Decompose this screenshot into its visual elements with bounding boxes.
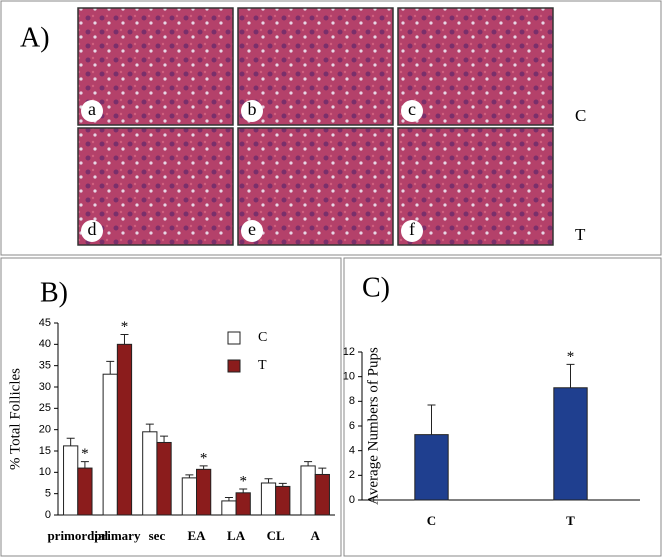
image-label: d <box>88 219 97 239</box>
micrograph <box>237 7 394 126</box>
y-tick-label: 40 <box>39 338 51 350</box>
y-tick-label: 30 <box>39 381 51 393</box>
bar <box>414 434 449 501</box>
x-tick-label: primary <box>94 528 141 543</box>
image-badge <box>81 220 103 242</box>
error-bar <box>278 482 287 487</box>
bar <box>196 468 212 516</box>
bar <box>275 485 291 516</box>
error-bar <box>160 435 169 443</box>
image-label: b <box>248 99 257 119</box>
y-tick-label: 25 <box>39 402 51 414</box>
panel-a-border <box>0 0 662 256</box>
y-tick-label: 10 <box>39 466 51 478</box>
bar <box>116 343 133 516</box>
y-axis-label: Average Numbers of Pups <box>365 347 381 505</box>
significance-mark: * <box>200 450 208 466</box>
bar <box>300 465 316 516</box>
error-bar <box>199 465 208 470</box>
y-tick-label: 35 <box>39 360 51 372</box>
significance-mark: * <box>121 319 129 335</box>
bar <box>63 445 79 516</box>
error-bar <box>566 363 575 388</box>
error-bar <box>239 488 248 493</box>
bar <box>77 467 93 516</box>
panel-label: B) <box>40 277 68 308</box>
image-label: f <box>409 219 415 239</box>
micrograph <box>77 7 234 126</box>
legend-swatch <box>227 359 241 373</box>
x-tick-label: sec <box>149 528 166 543</box>
row-label: T <box>575 225 586 244</box>
x-tick-label: C <box>427 513 436 528</box>
x-tick-label: LA <box>227 528 246 543</box>
y-tick-label: 12 <box>343 346 355 358</box>
error-bar <box>318 467 327 475</box>
legend-label: C <box>258 330 267 345</box>
panel-b-border <box>0 257 342 557</box>
bar <box>553 387 588 501</box>
panel-label: A) <box>20 22 50 53</box>
y-axis-label: % Total Follicles <box>7 368 23 470</box>
error-bar <box>120 334 129 345</box>
error-bar <box>66 437 75 446</box>
image-label: c <box>408 99 416 119</box>
y-tick-label: 8 <box>349 395 355 407</box>
y-tick-label: 0 <box>349 494 355 506</box>
error-bar <box>106 360 115 375</box>
y-tick-label: 4 <box>349 445 355 457</box>
significance-mark: * <box>567 349 575 365</box>
x-tick-label: EA <box>187 528 206 543</box>
y-tick-label: 15 <box>39 445 51 457</box>
image-badge <box>241 220 263 242</box>
x-tick-label: primordial <box>47 528 108 543</box>
x-tick-label: T <box>566 513 575 528</box>
error-bar <box>427 404 436 435</box>
image-label: a <box>88 99 96 119</box>
image-badge <box>401 220 423 242</box>
significance-mark: * <box>239 473 247 489</box>
micrograph <box>237 127 394 246</box>
image-label: e <box>248 219 256 239</box>
legend-swatch <box>227 331 241 345</box>
y-tick-label: 20 <box>39 424 51 436</box>
y-tick-label: 5 <box>45 488 51 500</box>
error-bar <box>264 478 273 483</box>
micrograph <box>397 7 554 126</box>
error-bar <box>80 461 89 469</box>
y-tick-label: 45 <box>39 317 51 329</box>
y-tick-label: 10 <box>343 371 355 383</box>
bar <box>260 482 277 516</box>
panel-label: C) <box>362 272 390 303</box>
bar <box>221 500 237 516</box>
bar <box>235 492 251 516</box>
error-bar <box>224 497 233 501</box>
y-tick-label: 2 <box>349 469 355 481</box>
significance-mark: * <box>81 446 89 462</box>
x-tick-label: A <box>311 528 321 543</box>
error-bar <box>145 423 154 432</box>
bar <box>102 373 118 516</box>
bar <box>142 431 158 516</box>
panel-c-border <box>343 257 662 557</box>
bar <box>156 441 172 516</box>
x-tick-label: CL <box>267 528 285 543</box>
row-label: C <box>575 106 586 125</box>
bar <box>314 473 330 516</box>
image-badge <box>241 100 263 122</box>
error-bar <box>304 461 313 466</box>
error-bar <box>185 474 194 478</box>
micrograph <box>397 127 554 246</box>
y-tick-label: 6 <box>349 420 355 432</box>
bar <box>181 477 198 516</box>
y-tick-label: 0 <box>45 509 51 521</box>
image-badge <box>401 100 423 122</box>
legend-label: T <box>258 358 267 373</box>
image-badge <box>81 100 103 122</box>
micrograph <box>77 127 234 246</box>
